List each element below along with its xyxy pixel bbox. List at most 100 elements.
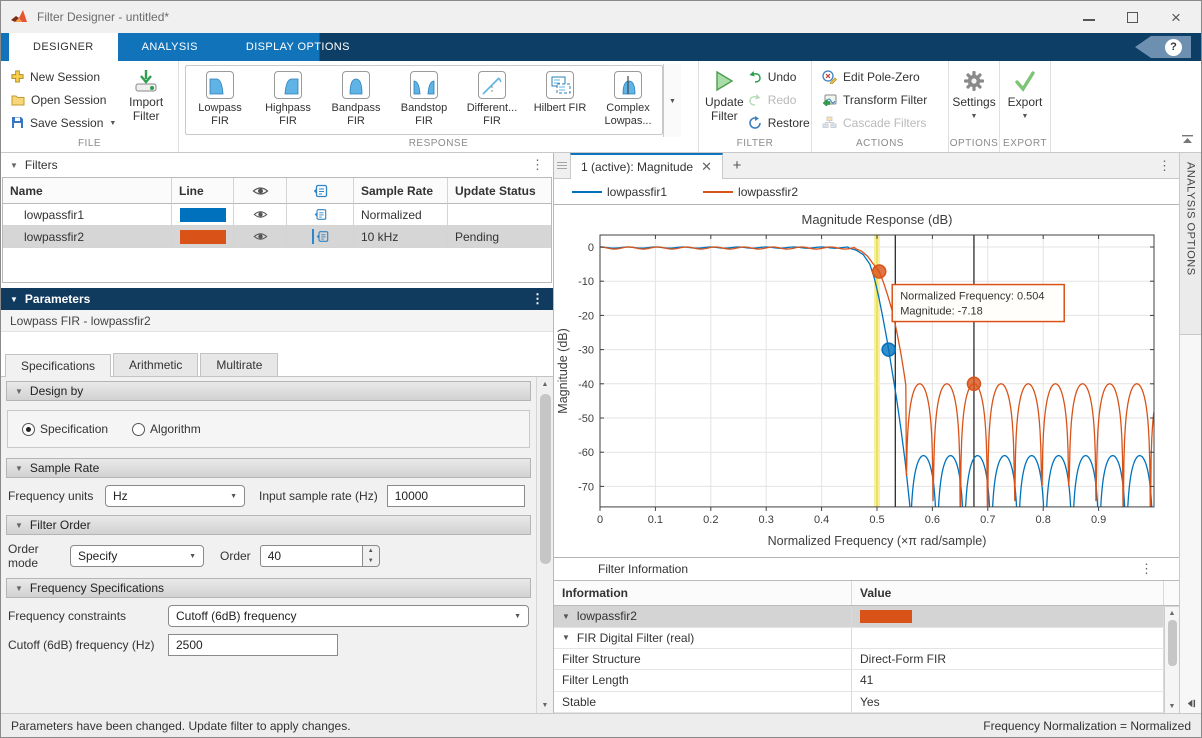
analysis-options-tab[interactable]: ANALYSIS OPTIONS (1180, 153, 1201, 335)
radio-algorithm[interactable]: Algorithm (132, 422, 201, 436)
response-lowpass-fir[interactable]: Lowpass FIR (186, 66, 254, 134)
info-row-structure[interactable]: Filter Structure Direct-Form FIR (554, 649, 1179, 670)
design-by-group-header[interactable]: ▼ Design by (6, 381, 531, 401)
edit-pole-zero-button[interactable]: Edit Pole-Zero (818, 65, 931, 88)
info-row-fir-digital[interactable]: ▼FIR Digital Filter (real) (554, 628, 1179, 649)
annotation-toggle[interactable] (287, 226, 354, 248)
close-tab-icon[interactable]: ✕ (701, 159, 712, 175)
parameters-menu-icon[interactable]: ⋮ (531, 291, 544, 307)
sample-rate-group-header[interactable]: ▼ Sample Rate (6, 458, 531, 478)
tab-display-options[interactable]: DISPLAY OPTIONS (222, 33, 374, 61)
tab-list-icon[interactable] (554, 153, 570, 178)
spinner-up-icon[interactable]: ▲ (363, 546, 379, 556)
annotation-toggle[interactable] (287, 204, 354, 226)
status-right: Frequency Normalization = Normalized (983, 719, 1191, 733)
line-color-swatch[interactable] (180, 230, 226, 244)
collapse-row-icon[interactable]: ▼ (562, 612, 570, 621)
settings-button[interactable]: Settings ▼ (952, 65, 995, 137)
close-button[interactable]: × (1169, 10, 1183, 24)
input-sample-rate-field[interactable]: 10000 (387, 485, 525, 507)
sample-rate-value: 10 kHz (354, 226, 448, 248)
scroll-down-icon[interactable]: ▼ (1169, 700, 1176, 713)
order-field[interactable]: 40 (260, 545, 363, 567)
filter-information-menu-icon[interactable]: ⋮ (1140, 561, 1153, 577)
import-filter-button[interactable]: Import Filter (120, 65, 172, 137)
filter-row-lowpassfir1[interactable]: lowpassfir1 Normalized (3, 204, 551, 226)
info-row-length[interactable]: Filter Length 41 (554, 670, 1179, 691)
response-differentiator-fir[interactable]: Different... FIR (458, 66, 526, 134)
cutoff-frequency-field[interactable]: 2500 (168, 634, 338, 656)
legend-item-lowpassfir1[interactable]: lowpassfir1 (572, 185, 667, 199)
transform-filter-button[interactable]: Transform Filter (818, 88, 931, 111)
tab-analysis[interactable]: ANALYSIS (118, 33, 222, 61)
info-scrollbar[interactable]: ▲ ▼ (1164, 607, 1179, 713)
frequency-units-select[interactable]: Hz ▼ (105, 485, 245, 507)
radio-specification[interactable]: Specification (22, 422, 108, 436)
minimize-button[interactable] (1083, 14, 1095, 21)
frequency-constraints-select[interactable]: Cutoff (6dB) frequency ▼ (168, 605, 529, 627)
scroll-up-icon[interactable]: ▲ (1169, 607, 1176, 620)
open-session-button[interactable]: Open Session (7, 88, 120, 111)
col-information[interactable]: Information (554, 581, 852, 605)
scroll-up-icon[interactable]: ▲ (542, 377, 549, 392)
filter-order-group-header[interactable]: ▼ Filter Order (6, 515, 531, 535)
collapse-ribbon-icon[interactable] (1182, 131, 1193, 149)
magnitude-tab[interactable]: 1 (active): Magnitude ✕ (570, 153, 723, 179)
analysis-menu-icon[interactable]: ⋮ (1158, 158, 1171, 174)
col-sample-rate[interactable]: Sample Rate (354, 178, 448, 204)
info-row-stable[interactable]: Stable Yes (554, 692, 1179, 713)
order-spinner[interactable]: 40 ▲ ▼ (260, 545, 380, 567)
restore-button[interactable]: Restore (744, 111, 814, 134)
response-gallery-dropdown[interactable]: ▼ (663, 64, 681, 137)
collapse-filters-icon[interactable]: ▼ (10, 161, 18, 170)
redo-button[interactable]: Redo (744, 88, 814, 111)
cascade-filters-button[interactable]: Cascade Filters (818, 111, 931, 134)
help-button[interactable]: ? (1135, 36, 1191, 58)
export-button[interactable]: Export ▼ (1006, 65, 1044, 137)
col-update-status[interactable]: Update Status (448, 178, 551, 204)
dock-icon[interactable] (1180, 693, 1201, 713)
visibility-toggle[interactable] (234, 226, 287, 248)
response-bandstop-fir[interactable]: Bandstop FIR (390, 66, 458, 134)
spinner-down-icon[interactable]: ▼ (363, 556, 379, 566)
tab-designer[interactable]: DESIGNER (9, 33, 118, 61)
col-name[interactable]: Name (3, 178, 172, 204)
legend-item-lowpassfir2[interactable]: lowpassfir2 (703, 185, 798, 199)
col-value[interactable]: Value (852, 581, 1164, 605)
undo-button[interactable]: Undo (744, 65, 814, 88)
parameters-scrollbar[interactable]: ▲ ▼ (536, 377, 553, 713)
frequency-specifications-group-header[interactable]: ▼ Frequency Specifications (6, 578, 531, 598)
line-color-swatch[interactable] (180, 208, 226, 222)
save-session-dropdown-icon[interactable]: ▼ (109, 120, 116, 127)
filters-menu-icon[interactable]: ⋮ (531, 157, 544, 173)
collapse-parameters-icon[interactable]: ▼ (10, 295, 18, 304)
new-session-button[interactable]: New Session (7, 65, 120, 88)
annotation-icon (313, 184, 328, 198)
tab-specifications[interactable]: Specifications (5, 354, 111, 377)
col-annotation[interactable] (287, 178, 354, 204)
response-complex-lowpass[interactable]: Complex Lowpas... (594, 66, 662, 134)
svg-text:0.8: 0.8 (1036, 514, 1051, 526)
visibility-toggle[interactable] (234, 204, 287, 226)
info-row-filter[interactable]: ▼lowpassfir2 (554, 606, 1179, 627)
scrollbar-thumb[interactable] (540, 394, 551, 564)
new-analysis-tab-button[interactable]: + (723, 153, 751, 178)
tab-arithmetic[interactable]: Arithmetic (113, 353, 198, 376)
filter-designer-window: Filter Designer - untitled* × DESIGNER A… (0, 0, 1202, 738)
magnitude-response-chart[interactable]: Magnitude Response (dB)00.10.20.30.40.50… (554, 205, 1177, 557)
response-highpass-fir[interactable]: Highpass FIR (254, 66, 322, 134)
col-visibility[interactable] (234, 178, 287, 204)
filter-row-lowpassfir2[interactable]: lowpassfir2 10 kHz Pending (3, 226, 551, 248)
tab-multirate[interactable]: Multirate (200, 353, 278, 376)
scrollbar-thumb[interactable] (1168, 620, 1177, 666)
scroll-down-icon[interactable]: ▼ (542, 698, 549, 713)
collapse-row-icon[interactable]: ▼ (562, 633, 570, 642)
maximize-button[interactable] (1127, 12, 1138, 23)
col-line[interactable]: Line (172, 178, 234, 204)
response-bandpass-fir[interactable]: Bandpass FIR (322, 66, 390, 134)
response-hilbert-fir[interactable]: Hilbert FIR (526, 66, 594, 134)
save-session-button[interactable]: Save Session ▼ (7, 111, 120, 134)
save-icon (11, 116, 24, 129)
update-filter-button[interactable]: Update Filter (705, 65, 744, 137)
order-mode-select[interactable]: Specify ▼ (70, 545, 204, 567)
